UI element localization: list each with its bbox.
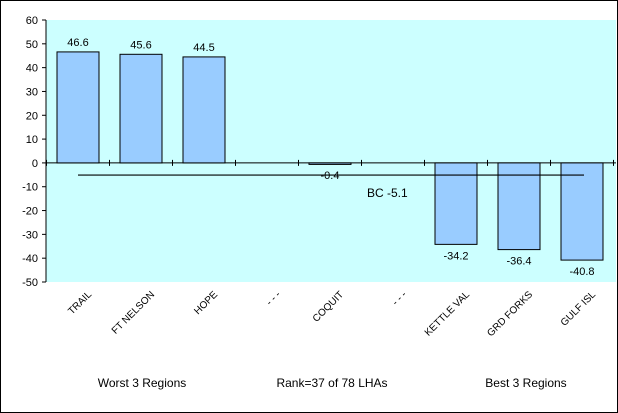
bc-reference: BC -5.1 [78,174,584,200]
x-tick-label: - - - [264,289,283,308]
y-tick-label: 20 [26,110,38,122]
bar-value-label: -0.4 [321,170,340,182]
x-tick-label: GRD FORKS [485,289,535,339]
x-tick-label: - - - [390,289,409,308]
x-tick-label: COQUIT [311,289,346,324]
y-tick-label: -50 [22,277,38,289]
bar-value-label: 46.6 [67,37,88,49]
bar-value-label: 45.6 [130,39,151,51]
bar [308,162,352,165]
footer-rank: Rank=37 of 78 LHAs [276,376,388,390]
chart-footer: Worst 3 Regions Rank=37 of 78 LHAs Best … [0,376,618,396]
y-tick-label: -30 [22,229,38,241]
bar-value-label: -34.2 [443,250,468,262]
bar [497,162,541,251]
x-tick-label: TRAIL [66,289,94,317]
y-tick-label: 0 [32,158,38,170]
bar [119,53,163,164]
bar [434,162,478,245]
y-tick-label: 10 [26,134,38,146]
footer-best-regions: Best 3 Regions [485,376,567,390]
x-tick-label: KETTLE VAL [423,289,473,339]
bar-value-labels: 46.6 45.6 44.5 -0.4 -34.2 -36.4 -40.8 [67,37,594,278]
y-tick-label: 40 [26,63,38,75]
bar [182,56,226,164]
x-tick-label: GULF ISL [559,289,599,329]
bar-series [56,51,604,261]
bar-value-label: -36.4 [506,256,531,268]
x-tick-label: FT NELSON [110,289,157,336]
bar [560,162,604,261]
bar-value-label: -40.8 [569,266,594,278]
x-tick-label: HOPE [192,289,220,317]
y-tick-label: -40 [22,253,38,265]
footer-worst-regions: Worst 3 Regions [97,376,187,390]
y-axis: 60 50 40 30 20 10 0 -10 -20 -30 -40 -50 [22,15,47,289]
y-tick-label: 50 [26,39,38,51]
y-tick-label: -10 [22,182,38,194]
reference-line-label: BC -5.1 [367,186,408,200]
bar [56,51,100,164]
y-tick-label: 60 [26,15,38,27]
y-tick-label: 30 [26,86,38,98]
y-tick-label: -20 [22,206,38,218]
bar-value-label: 44.5 [193,42,214,54]
